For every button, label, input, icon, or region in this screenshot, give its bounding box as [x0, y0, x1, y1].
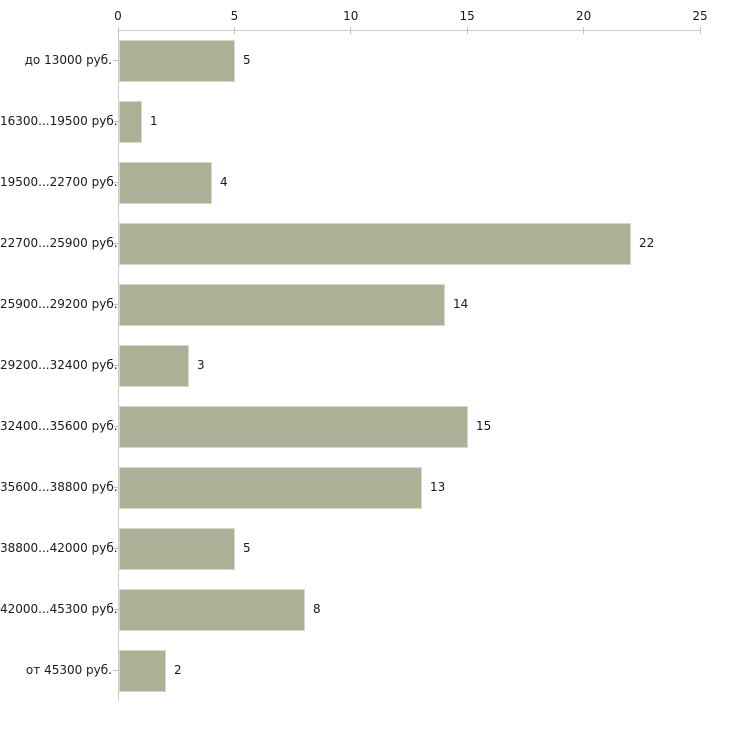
y-axis-tick-mark: [113, 243, 118, 244]
value-label: 8: [313, 601, 321, 616]
y-axis-tick-mark: [113, 670, 118, 671]
y-axis-tick-mark: [113, 487, 118, 488]
bar-row: от 45300 руб. 2: [0, 640, 730, 701]
y-axis-tick-mark: [113, 60, 118, 61]
value-label: 3: [197, 357, 205, 372]
bar: [119, 527, 235, 570]
bar-row: 42000...45300 руб. 8: [0, 579, 730, 640]
bar-row: 29200...32400 руб. 3: [0, 335, 730, 396]
y-axis-tick-mark: [113, 365, 118, 366]
bar-row: 22700...25900 руб. 22: [0, 213, 730, 274]
x-axis-tick-mark: [350, 27, 352, 34]
bar-row: 35600...38800 руб. 13: [0, 457, 730, 518]
bar: [119, 100, 142, 143]
category-label: 38800...42000 руб.: [0, 540, 118, 555]
category-label: 25900...29200 руб.: [0, 296, 118, 311]
x-axis-tick-mark: [233, 27, 235, 34]
value-label: 5: [243, 52, 251, 67]
bar: [119, 161, 212, 204]
x-axis-tick-mark: [466, 27, 468, 34]
category-label: 29200...32400 руб.: [0, 357, 118, 372]
bar: [119, 344, 189, 387]
y-axis-line: [118, 30, 119, 701]
bar-row: 32400...35600 руб. 15: [0, 396, 730, 457]
value-label: 2: [174, 662, 182, 677]
y-axis-tick-mark: [113, 548, 118, 549]
category-label: 19500...22700 руб.: [0, 174, 118, 189]
bar-row: 19500...22700 руб. 4: [0, 152, 730, 213]
x-axis-line: [118, 30, 701, 31]
x-axis-tick-label: 5: [230, 9, 239, 23]
bar-row: 16300...19500 руб. 1: [0, 91, 730, 152]
category-label: 16300...19500 руб.: [0, 113, 118, 128]
value-label: 1: [150, 113, 158, 128]
bar-row: 38800...42000 руб. 5: [0, 518, 730, 579]
category-label: 22700...25900 руб.: [0, 235, 118, 250]
value-label: 15: [476, 418, 492, 433]
category-label: 32400...35600 руб.: [0, 418, 118, 433]
x-axis-tick-label: 15: [459, 9, 475, 23]
value-label: 4: [220, 174, 228, 189]
x-axis-tick-mark: [117, 27, 119, 34]
category-label: 35600...38800 руб.: [0, 479, 118, 494]
y-axis-tick-mark: [113, 304, 118, 305]
bar: [119, 649, 166, 692]
x-axis-tick-mark: [583, 27, 585, 34]
x-axis-tick-label: 25: [692, 9, 708, 23]
category-label: до 13000 руб.: [24, 52, 112, 67]
bar-row: до 13000 руб. 5: [0, 30, 730, 91]
value-label: 5: [243, 540, 251, 555]
bar: [119, 222, 631, 265]
value-label: 22: [639, 235, 655, 250]
bar: [119, 405, 468, 448]
value-label: 13: [430, 479, 446, 494]
bar-row: 25900...29200 руб. 14: [0, 274, 730, 335]
bar: [119, 466, 422, 509]
y-axis-tick-mark: [113, 121, 118, 122]
bar: [119, 283, 445, 326]
y-axis-tick-mark: [113, 426, 118, 427]
y-axis-tick-mark: [113, 609, 118, 610]
y-axis-tick-mark: [113, 182, 118, 183]
x-axis-tick-mark: [699, 27, 701, 34]
bar: [119, 39, 235, 82]
x-axis-tick-label: 20: [575, 9, 592, 23]
x-axis-tick-label: 10: [343, 9, 359, 23]
category-label: от 45300 руб.: [25, 662, 112, 677]
value-label: 14: [453, 296, 469, 311]
bar: [119, 588, 305, 631]
category-label: 42000...45300 руб.: [0, 601, 118, 616]
x-axis-tick-label: 0: [114, 9, 122, 23]
